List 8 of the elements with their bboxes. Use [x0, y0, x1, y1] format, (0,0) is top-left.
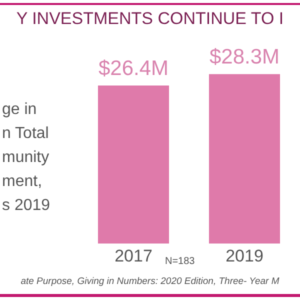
chart-title: Y INVESTMENTS CONTINUE TO I: [15, 9, 285, 29]
data-label: $26.4M: [98, 56, 169, 80]
text: N=183: [165, 256, 195, 267]
data-label: $28.3M: [209, 45, 280, 68]
text: ge in n Total munity ment, s 2019: [2, 100, 50, 216]
text: ate Purpose, Giving in Numbers: 2020 Edition, Three- Year M: [20, 276, 280, 287]
x-tick-label: 2017: [114, 246, 152, 266]
x-tick-label: 2019: [226, 246, 264, 266]
